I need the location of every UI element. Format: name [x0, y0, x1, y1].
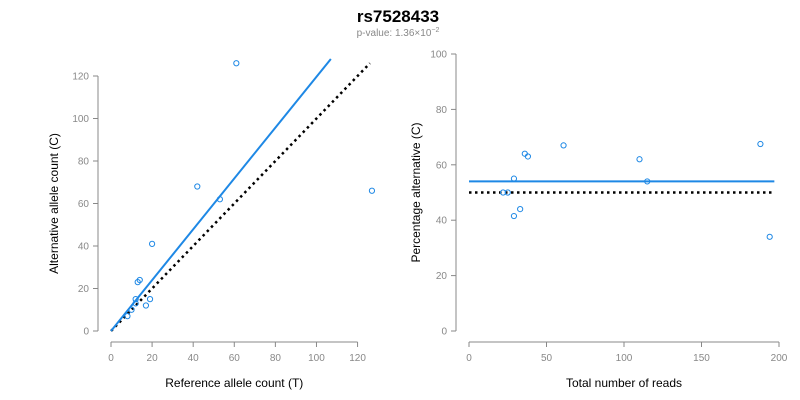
data-point	[368, 187, 376, 194]
x-tick-label: 50	[541, 353, 553, 364]
x-tick-label: 40	[188, 353, 200, 364]
x-axis-label: Reference allele count (T)	[165, 376, 303, 390]
x-tick-label: 100	[616, 353, 633, 364]
data-point	[132, 300, 139, 307]
x-axis-label: Total number of reads	[566, 376, 682, 390]
data-point	[766, 233, 773, 240]
data-point	[636, 156, 643, 163]
x-tick-label: 80	[270, 353, 282, 364]
y-tick-label: 80	[436, 105, 448, 116]
data-point	[142, 302, 150, 309]
data-point	[644, 178, 651, 185]
y-tick-label: 40	[436, 216, 448, 227]
fit-line	[110, 58, 332, 332]
y-tick-label: 100	[72, 114, 89, 125]
data-point	[233, 60, 240, 67]
data-point	[757, 140, 764, 148]
y-axis-label: Percentage alternative (C)	[409, 122, 423, 262]
p-value-label: p-value: 1.36×10−2	[357, 27, 440, 39]
y-tick-label: 0	[83, 327, 89, 338]
data-point	[560, 142, 567, 149]
data-point	[124, 313, 131, 320]
p-value-exponent: −2	[431, 27, 439, 34]
data-point	[132, 296, 139, 303]
y-tick-label: 80	[78, 157, 90, 168]
allele-count-scatter-panel: 0 20 40 60 80 100 120 0 20 40 60 80 100 120 Reference …	[47, 58, 376, 390]
y-tick-label: 120	[72, 72, 89, 83]
data-point	[146, 296, 154, 303]
x-tick-label: 0	[108, 353, 114, 364]
x-tick-label: 0	[466, 353, 472, 364]
x-tick-label: 100	[308, 353, 325, 364]
data-point	[524, 153, 532, 160]
data-point	[148, 240, 156, 247]
y-tick-label: 20	[78, 284, 90, 295]
data-point	[216, 196, 223, 203]
data-point	[510, 212, 518, 220]
y-tick-label: 60	[78, 199, 90, 210]
y-tick-label: 0	[441, 327, 447, 338]
y-axis-label: Alternative allele count (C)	[47, 133, 61, 274]
x-tick-label: 150	[693, 353, 710, 364]
data-point	[136, 276, 143, 284]
x-tick-label: 60	[229, 353, 241, 364]
p-value-text: p-value: 1.36×10	[357, 28, 432, 39]
y-tick-label: 40	[78, 242, 90, 253]
y-tick-label: 100	[430, 50, 447, 61]
data-point	[128, 306, 135, 313]
x-tick-label: 200	[771, 353, 788, 364]
data-point	[500, 189, 507, 196]
data-point	[510, 175, 518, 182]
y-tick-label: 60	[436, 160, 448, 171]
percentage-alternative-scatter-panel: 0 50 100 150 200 0 20 40 60 80 100 Total number of …	[409, 50, 788, 391]
data-point	[517, 206, 524, 213]
x-tick-label: 20	[147, 353, 159, 364]
reference-line	[110, 62, 371, 332]
data-point	[194, 183, 201, 190]
figure-title: rs7528433	[357, 7, 439, 26]
data-point	[504, 189, 511, 196]
y-tick-label: 20	[436, 271, 448, 282]
x-tick-label: 120	[349, 353, 366, 364]
